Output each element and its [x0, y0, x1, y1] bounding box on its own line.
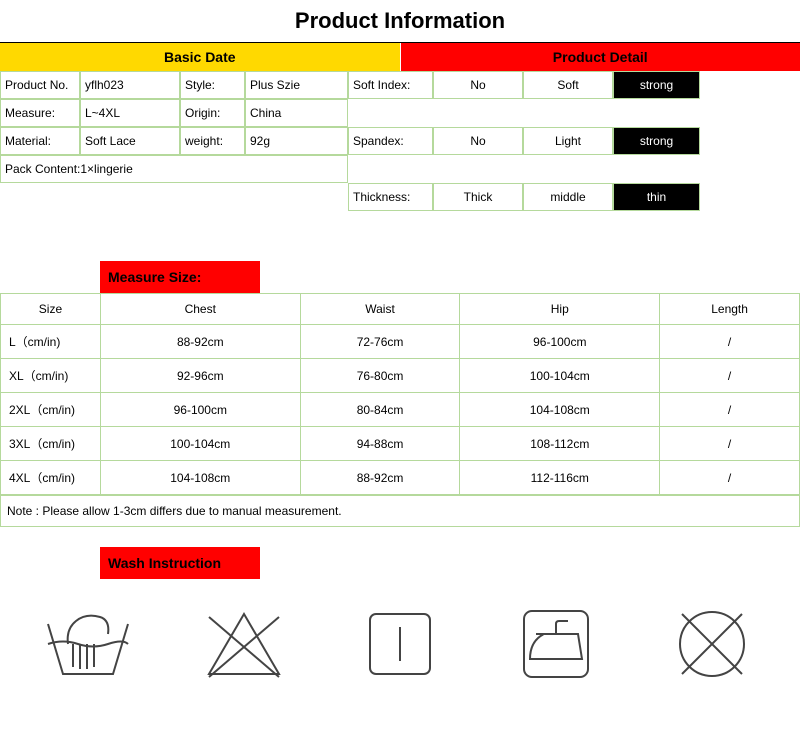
table-cell: 100-104cm	[460, 359, 660, 393]
table-row: L（cm/in)88-92cm72-76cm96-100cm/	[1, 325, 800, 359]
col-chest: Chest	[100, 294, 300, 325]
table-cell: /	[660, 325, 800, 359]
value-origin: China	[245, 99, 348, 127]
iron-icon	[506, 599, 606, 689]
col-waist: Waist	[300, 294, 460, 325]
table-cell: /	[660, 393, 800, 427]
value-product-no: yflh023	[80, 71, 180, 99]
thickness-opt1: Thick	[433, 183, 523, 211]
table-cell: 72-76cm	[300, 325, 460, 359]
label-product-no: Product No.	[0, 71, 80, 99]
value-style: Plus Szie	[245, 71, 348, 99]
label-origin: Origin:	[180, 99, 245, 127]
no-dry-clean-icon	[662, 599, 762, 689]
dry-icon	[350, 599, 450, 689]
spandex-selected: strong	[613, 127, 700, 155]
table-cell: 94-88cm	[300, 427, 460, 461]
no-bleach-icon	[194, 599, 294, 689]
product-detail-header: Product Detail	[401, 43, 800, 71]
table-cell: 80-84cm	[300, 393, 460, 427]
table-cell: 96-100cm	[460, 325, 660, 359]
table-cell: 88-92cm	[300, 461, 460, 495]
table-cell: 3XL（cm/in)	[1, 427, 101, 461]
col-size: Size	[1, 294, 101, 325]
pack-content: Pack Content:1×lingerie	[0, 155, 348, 183]
measure-size-header: Measure Size:	[100, 261, 260, 293]
soft-index-opt1: No	[433, 71, 523, 99]
label-measure: Measure:	[0, 99, 80, 127]
soft-index-opt2: Soft	[523, 71, 613, 99]
size-table: Size Chest Waist Hip Length L（cm/in)88-9…	[0, 293, 800, 495]
table-cell: 104-108cm	[100, 461, 300, 495]
table-cell: /	[660, 461, 800, 495]
table-cell: 92-96cm	[100, 359, 300, 393]
table-cell: 2XL（cm/in)	[1, 393, 101, 427]
info-grid: Product No. yflh023 Style: Plus Szie Sof…	[0, 71, 800, 211]
table-row: 4XL（cm/in)104-108cm88-92cm112-116cm/	[1, 461, 800, 495]
table-cell: 88-92cm	[100, 325, 300, 359]
label-spandex: Spandex:	[348, 127, 433, 155]
basic-date-header: Basic Date	[0, 43, 401, 71]
measurement-note: Note : Please allow 1-3cm differs due to…	[0, 495, 800, 527]
label-soft-index: Soft Index:	[348, 71, 433, 99]
table-row: 2XL（cm/in)96-100cm80-84cm104-108cm/	[1, 393, 800, 427]
size-table-header-row: Size Chest Waist Hip Length	[1, 294, 800, 325]
table-row: XL（cm/in)92-96cm76-80cm100-104cm/	[1, 359, 800, 393]
wash-instruction-header: Wash Instruction	[100, 547, 260, 579]
table-cell: /	[660, 427, 800, 461]
product-info-container: Product Information Basic Date Product D…	[0, 0, 800, 709]
thickness-selected: thin	[613, 183, 700, 211]
table-cell: 96-100cm	[100, 393, 300, 427]
table-cell: 4XL（cm/in)	[1, 461, 101, 495]
col-length: Length	[660, 294, 800, 325]
table-cell: 76-80cm	[300, 359, 460, 393]
spandex-opt1: No	[433, 127, 523, 155]
label-material: Material:	[0, 127, 80, 155]
value-material: Soft Lace	[80, 127, 180, 155]
col-hip: Hip	[460, 294, 660, 325]
table-cell: 104-108cm	[460, 393, 660, 427]
table-cell: 100-104cm	[100, 427, 300, 461]
label-thickness: Thickness:	[348, 183, 433, 211]
table-cell: 108-112cm	[460, 427, 660, 461]
table-cell: 112-116cm	[460, 461, 660, 495]
table-cell: L（cm/in)	[1, 325, 101, 359]
table-cell: /	[660, 359, 800, 393]
table-row: 3XL（cm/in)100-104cm94-88cm108-112cm/	[1, 427, 800, 461]
value-weight: 92g	[245, 127, 348, 155]
spandex-opt2: Light	[523, 127, 613, 155]
soft-index-selected: strong	[613, 71, 700, 99]
value-measure: L~4XL	[80, 99, 180, 127]
hand-wash-icon	[38, 599, 138, 689]
wash-icons-row	[0, 579, 800, 709]
section-header-row: Basic Date Product Detail	[0, 43, 800, 71]
label-weight: weight:	[180, 127, 245, 155]
thickness-opt2: middle	[523, 183, 613, 211]
page-title: Product Information	[0, 0, 800, 43]
table-cell: XL（cm/in)	[1, 359, 101, 393]
label-style: Style:	[180, 71, 245, 99]
